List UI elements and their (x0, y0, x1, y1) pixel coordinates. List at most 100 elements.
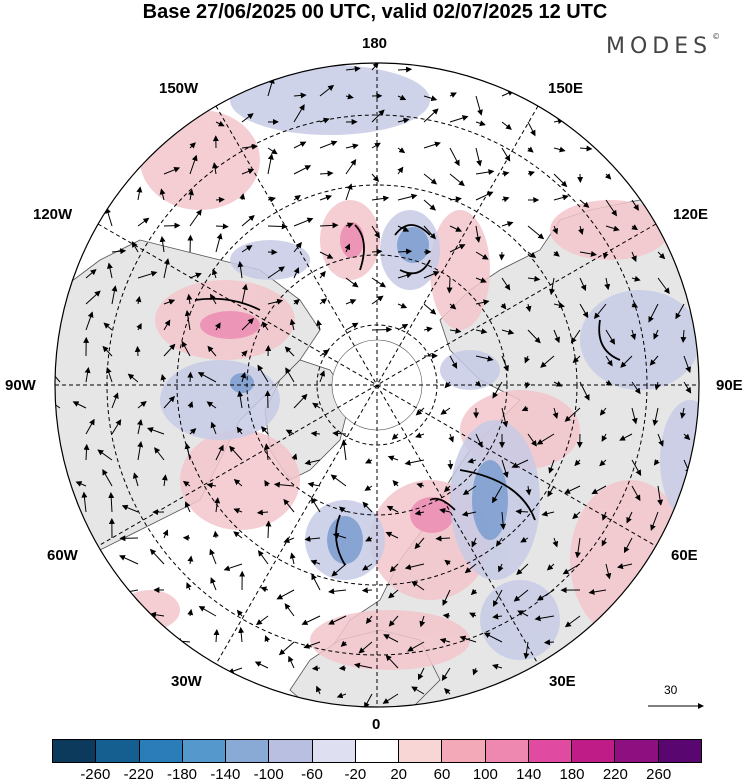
wind-vector (449, 327, 462, 334)
wind-vector (527, 275, 541, 282)
wind-vector (511, 459, 529, 468)
wind-vector (211, 268, 218, 279)
wind-vector (570, 329, 581, 344)
wind-vector (541, 510, 555, 517)
wind-vector (215, 120, 225, 127)
wind-vector (319, 117, 330, 124)
wind-vector (501, 328, 515, 335)
wind-vector (397, 323, 409, 331)
wind-vector (265, 520, 272, 539)
wind-vector (184, 309, 191, 331)
lon-label-150w: 150W (159, 80, 199, 97)
wind-vector (111, 248, 127, 255)
wind-vector (163, 299, 176, 305)
wind-vector (361, 587, 373, 594)
colorbar-tick-label: 180 (559, 766, 585, 783)
wind-vector (657, 277, 670, 295)
wind-vector (407, 641, 425, 652)
wind-vector (260, 426, 269, 435)
wind-vector (163, 258, 170, 279)
wind-vector (599, 459, 607, 467)
wind-vector (319, 194, 333, 201)
wind-vector (501, 459, 509, 479)
wind-vector (345, 183, 353, 201)
wind-vector (132, 472, 139, 487)
wind-vector (631, 485, 641, 502)
wind-vector (599, 407, 607, 416)
wind-vector (423, 173, 438, 185)
colorbar-swatch (312, 740, 356, 762)
wind-vector (315, 685, 322, 695)
wind-vector (449, 173, 465, 187)
wind-vector (293, 241, 302, 253)
colorbar-tick-label: 60 (433, 766, 451, 783)
wind-vector (267, 196, 276, 203)
wind-vector (137, 217, 150, 227)
wind-vector (147, 427, 165, 435)
wind-vector (85, 418, 95, 435)
wind-vector (215, 444, 224, 461)
wind-vector (137, 270, 158, 279)
wind-vector (187, 555, 194, 565)
wind-vector (119, 555, 139, 565)
wind-vector (521, 405, 529, 412)
wind-vector (475, 277, 487, 283)
wind-vector (527, 251, 537, 259)
wind-vector (84, 366, 91, 383)
wind-vector (189, 209, 202, 227)
wind-vector (293, 217, 314, 227)
wind-vector (449, 244, 466, 253)
colorbar-swatch (355, 740, 400, 762)
wind-vector (631, 251, 637, 263)
wind-vector (237, 390, 244, 409)
wind-vector (260, 586, 269, 593)
wind-vector (210, 421, 217, 435)
wind-vector (72, 401, 87, 409)
wind-vector (371, 295, 384, 305)
wind-vector (683, 433, 691, 441)
wind-vector (525, 485, 532, 496)
wind-vector (397, 225, 410, 232)
wind-vector (241, 318, 254, 331)
wind-vector (75, 481, 87, 487)
wind-vector (464, 563, 477, 574)
wind-vector (137, 400, 147, 409)
wind-vector (293, 393, 308, 409)
wind-vector (163, 222, 181, 229)
wind-vector (362, 563, 373, 571)
wind-vector (397, 302, 408, 309)
wind-vector (631, 301, 639, 308)
wind-vector (444, 485, 451, 493)
wind-vector (240, 371, 247, 383)
modes-logo: MODES© (606, 32, 721, 59)
wind-vector (319, 222, 339, 229)
wind-vectors (55, 63, 692, 707)
wind-vector (108, 492, 115, 513)
wind-vector (371, 248, 383, 255)
wind-vector (444, 688, 451, 695)
colorbar-swatch (485, 740, 529, 762)
wind-vector (319, 298, 328, 305)
wind-vector (547, 485, 555, 497)
wind-vector (365, 615, 373, 625)
wind-vector (680, 329, 687, 344)
wind-vector (471, 537, 477, 548)
colorbar-ticks: -260 -220 -180 -140 -100 -60 -20 20 60 100 140 180 2… (0, 766, 750, 783)
wind-vector (564, 615, 581, 628)
wind-vector (562, 563, 581, 575)
wind-vector (449, 92, 457, 98)
wind-vector (527, 170, 535, 177)
wind-vector (289, 318, 296, 331)
wind-vector (543, 639, 555, 646)
wind-vector (527, 121, 536, 137)
wind-vector (415, 432, 425, 439)
wind-vector (184, 501, 191, 513)
wind-vector (527, 146, 534, 153)
wind-vector (653, 459, 660, 466)
wind-vector (416, 482, 425, 489)
colorbar-tick-label: -220 (123, 766, 154, 783)
wind-vector (444, 381, 451, 389)
wind-vector (605, 355, 613, 367)
wind-vector (257, 550, 269, 565)
